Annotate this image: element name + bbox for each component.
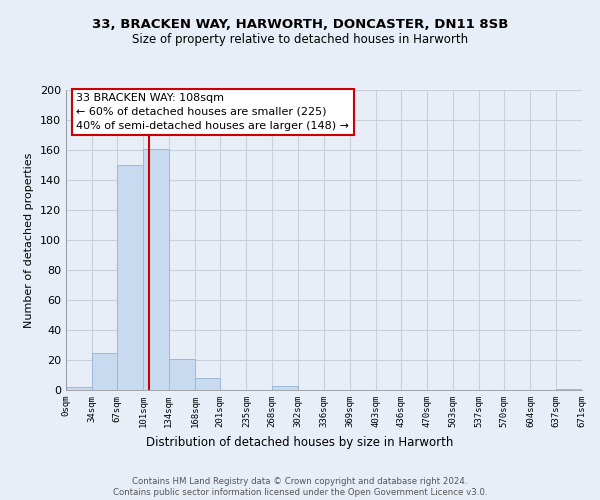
- Bar: [195, 378, 220, 390]
- Text: 33 BRACKEN WAY: 108sqm
← 60% of detached houses are smaller (225)
40% of semi-de: 33 BRACKEN WAY: 108sqm ← 60% of detached…: [76, 93, 349, 131]
- Text: Contains public sector information licensed under the Open Government Licence v3: Contains public sector information licen…: [113, 488, 487, 497]
- Text: Distribution of detached houses by size in Harworth: Distribution of detached houses by size …: [146, 436, 454, 449]
- Bar: [66, 387, 92, 390]
- Bar: [92, 352, 117, 390]
- Bar: [117, 165, 143, 390]
- Bar: [143, 148, 169, 390]
- Text: Contains HM Land Registry data © Crown copyright and database right 2024.: Contains HM Land Registry data © Crown c…: [132, 476, 468, 486]
- Y-axis label: Number of detached properties: Number of detached properties: [25, 152, 34, 328]
- Bar: [272, 386, 298, 390]
- Bar: [556, 388, 582, 390]
- Text: 33, BRACKEN WAY, HARWORTH, DONCASTER, DN11 8SB: 33, BRACKEN WAY, HARWORTH, DONCASTER, DN…: [92, 18, 508, 30]
- Text: Size of property relative to detached houses in Harworth: Size of property relative to detached ho…: [132, 32, 468, 46]
- Bar: [169, 358, 195, 390]
